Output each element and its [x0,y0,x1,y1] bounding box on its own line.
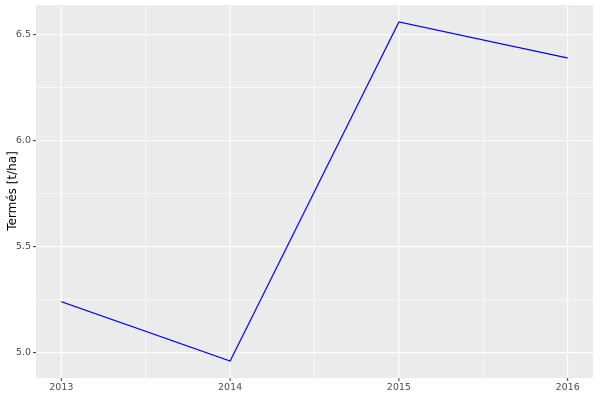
x-tick-label: 2014 [218,382,243,393]
x-tick-label: 2013 [49,382,74,393]
y-tick-label: 5.0 [15,347,31,359]
y-tick-label: 5.5 [15,241,31,253]
y-tick-label: 6.5 [15,29,31,41]
x-tick-label: 2015 [386,382,411,393]
x-tick-label: 2016 [555,382,580,393]
y-tick-label: 6.0 [15,135,31,147]
series-line [61,21,568,362]
y-axis-title: Termés [t/ha] [5,151,19,231]
